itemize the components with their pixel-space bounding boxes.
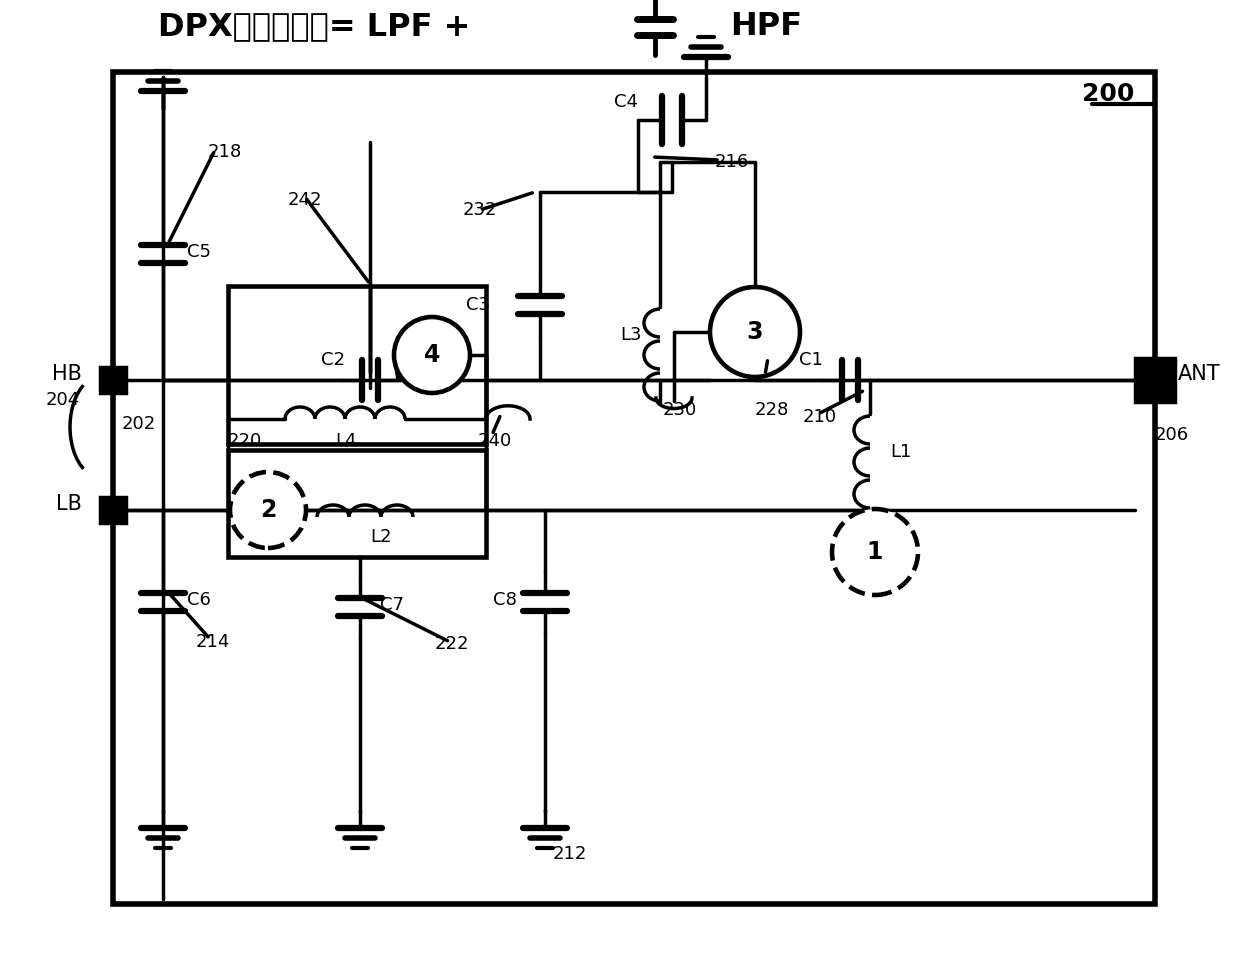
Text: 242: 242 [288, 191, 322, 209]
Text: 206: 206 [1154, 426, 1189, 444]
Bar [228, 450, 486, 557]
Text: LB: LB [56, 494, 82, 514]
Bar [228, 286, 486, 444]
Text: 200: 200 [1081, 82, 1135, 106]
Text: 212: 212 [553, 845, 588, 863]
Text: 220: 220 [228, 432, 262, 450]
Text: 216: 216 [715, 153, 749, 171]
Text: 240: 240 [477, 432, 512, 450]
Text: C3: C3 [466, 296, 490, 314]
Text: 232: 232 [463, 201, 497, 219]
Bar [1135, 358, 1176, 402]
Text: 202: 202 [122, 415, 156, 433]
Text: C4: C4 [614, 93, 639, 111]
Text: 230: 230 [663, 401, 697, 419]
Circle shape [711, 287, 800, 377]
Text: ANT: ANT [1178, 364, 1220, 384]
Text: C1: C1 [799, 351, 823, 369]
Text: C8: C8 [494, 591, 517, 609]
Text: L1: L1 [890, 443, 911, 461]
Circle shape [229, 472, 306, 548]
Text: DPX（双工器）= LPF +: DPX（双工器）= LPF + [157, 12, 470, 43]
Text: 210: 210 [804, 408, 837, 426]
Text: C5: C5 [187, 243, 211, 261]
Text: 222: 222 [435, 635, 470, 653]
Bar [100, 367, 126, 393]
Circle shape [832, 509, 918, 595]
Text: HB: HB [52, 364, 82, 384]
Text: L4: L4 [335, 432, 357, 450]
Text: 3: 3 [746, 320, 764, 344]
Bar [113, 72, 1154, 904]
Text: 218: 218 [208, 143, 242, 161]
Text: 2: 2 [260, 498, 277, 522]
Bar [100, 497, 126, 523]
Text: 1: 1 [867, 540, 883, 564]
Text: C2: C2 [321, 351, 345, 369]
Text: C7: C7 [379, 596, 404, 614]
Text: L2: L2 [370, 528, 392, 546]
Text: 204: 204 [46, 391, 81, 409]
Text: 214: 214 [196, 633, 231, 651]
Text: C6: C6 [187, 591, 211, 609]
Text: 4: 4 [424, 343, 440, 367]
Text: HPF: HPF [730, 12, 802, 43]
Text: L3: L3 [620, 326, 642, 344]
Circle shape [394, 317, 470, 393]
Text: 228: 228 [755, 401, 790, 419]
